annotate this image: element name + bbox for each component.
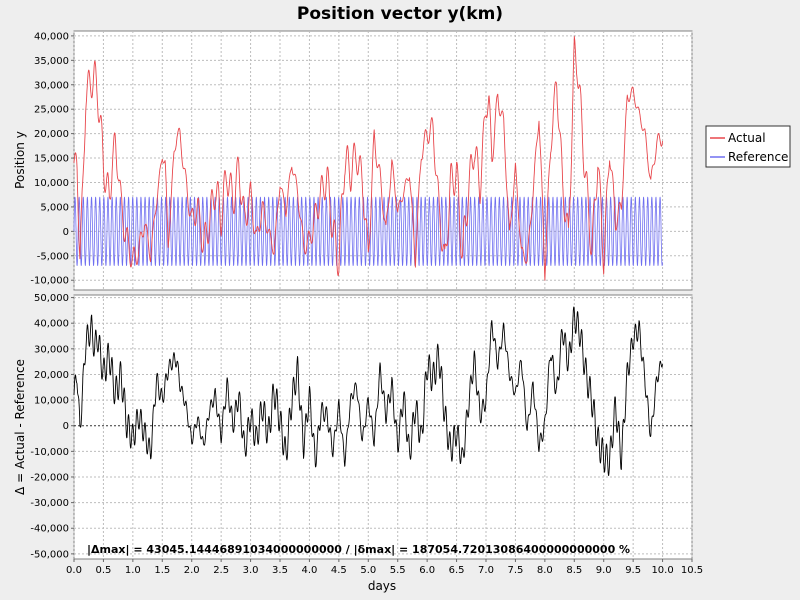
- x-axis-label: days: [368, 579, 396, 593]
- top-y-tick-label: 20,000: [34, 129, 69, 140]
- x-tick-label: 7.0: [478, 565, 494, 576]
- top-y-tick-label: 25,000: [34, 105, 69, 116]
- x-tick-label: 3.0: [243, 565, 259, 576]
- legend-box: [705, 125, 791, 168]
- bottom-series: [73, 306, 663, 476]
- top-y-tick-label: -10,000: [30, 276, 69, 287]
- x-tick-label: 4.0: [301, 565, 317, 576]
- legend: Actual Reference: [705, 125, 791, 168]
- chart-title: Position vector y(km): [297, 4, 503, 24]
- top-y-ticks: -10,000 -5,000 0 5,000 10,000 15,000 20,000 25,…: [30, 31, 74, 287]
- x-tick-label: 10.0: [651, 565, 673, 576]
- top-y-tick-label: 40,000: [34, 31, 69, 42]
- x-tick-label: 0.0: [66, 565, 82, 576]
- x-tick-label: 6.0: [419, 565, 435, 576]
- x-ticks: 0.0 0.5 1.0 1.5 2.0 2.5 3.0 3.5 4.0 4.5 5.0 5.5 6.0 6…: [66, 559, 703, 576]
- bottom-y-tick-label: 40,000: [34, 319, 69, 330]
- top-y-tick-label: 5,000: [40, 202, 69, 213]
- top-y-tick-label: 0: [63, 227, 69, 238]
- x-tick-label: 9.0: [596, 565, 612, 576]
- x-tick-label: 2.5: [213, 565, 229, 576]
- x-tick-label: 5.0: [360, 565, 376, 576]
- x-tick-label: 1.5: [154, 565, 170, 576]
- x-tick-label: 8.0: [537, 565, 553, 576]
- bottom-y-tick-label: 50,000: [34, 293, 69, 304]
- bottom-y-tick-label: -50,000: [30, 549, 69, 560]
- top-y-tick-label: 35,000: [34, 56, 69, 67]
- legend-label-reference: Reference: [728, 150, 788, 164]
- x-tick-label: 10.5: [681, 565, 703, 576]
- bottom-y-tick-label: 20,000: [34, 370, 69, 381]
- series-line-reference: [73, 196, 663, 266]
- x-tick-label: 5.5: [390, 565, 406, 576]
- x-tick-label: 7.5: [507, 565, 523, 576]
- x-tick-label: 2.0: [184, 565, 200, 576]
- bottom-y-tick-label: 30,000: [34, 344, 69, 355]
- top-y-tick-label: 10,000: [34, 178, 69, 189]
- x-tick-label: 0.5: [95, 565, 111, 576]
- x-tick-label: 9.5: [625, 565, 641, 576]
- x-tick-label: 3.5: [272, 565, 288, 576]
- top-series: [73, 36, 664, 281]
- stats-label: |Δmax| = 43045.14446891034000000000 / |δ…: [87, 543, 630, 556]
- top-y-axis-label: Position y: [13, 131, 27, 189]
- x-tick-label: 4.5: [331, 565, 347, 576]
- top-y-tick-label: -5,000: [37, 251, 69, 262]
- bottom-plot-area: [73, 294, 693, 560]
- bottom-y-tick-label: 0: [63, 421, 69, 432]
- top-y-tick-label: 30,000: [34, 80, 69, 91]
- x-tick-label: 8.5: [566, 565, 582, 576]
- bottom-y-tick-label: -10,000: [30, 447, 69, 458]
- top-y-tick-label: 15,000: [34, 154, 69, 165]
- x-tick-label: 6.5: [449, 565, 465, 576]
- bottom-y-tick-label: -40,000: [30, 524, 69, 535]
- bottom-y-ticks: -50,000 -40,000 -30,000 -20,000 -10,000 0 10,0…: [30, 293, 74, 560]
- x-tick-label: 1.0: [125, 565, 141, 576]
- bottom-y-tick-label: -20,000: [30, 472, 69, 483]
- legend-label-actual: Actual: [728, 131, 766, 145]
- bottom-y-tick-label: 10,000: [34, 396, 69, 407]
- series-line-actual: [73, 36, 664, 281]
- bottom-y-axis-label: Δ = Actual - Reference: [13, 359, 27, 495]
- series-line-delta: [73, 306, 663, 476]
- bottom-y-tick-label: -30,000: [30, 498, 69, 509]
